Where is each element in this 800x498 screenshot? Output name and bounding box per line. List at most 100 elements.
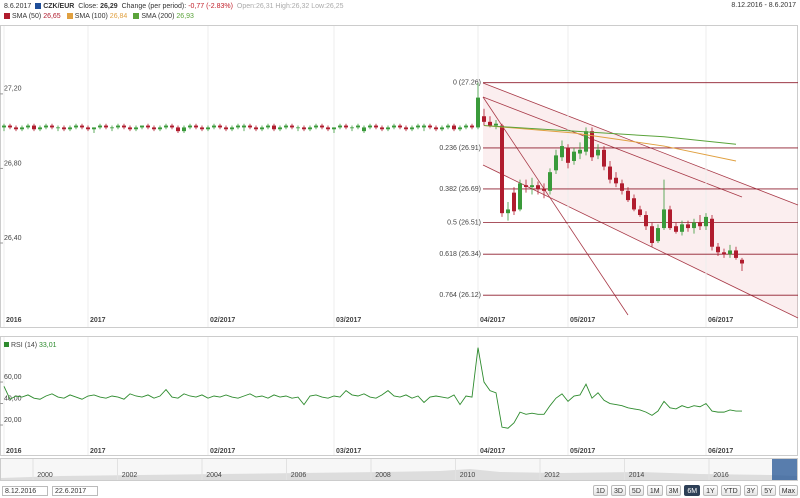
candle-body (188, 125, 192, 128)
navigator-window[interactable] (772, 459, 797, 480)
range-button[interactable]: YTD (720, 485, 741, 496)
navigator-area (1, 469, 797, 480)
range-button[interactable]: 6M (684, 485, 701, 496)
navigator-label: 2002 (122, 472, 138, 479)
candle-body (638, 209, 642, 216)
range-button[interactable]: 5Y (761, 485, 776, 496)
x-tick-label: 02/2017 (210, 317, 235, 324)
candle-body (518, 183, 522, 210)
candle-body (86, 127, 90, 130)
candle-body (410, 127, 414, 130)
candle-body (740, 259, 744, 264)
x-tick-label: 05/2017 (570, 317, 595, 324)
candle-body (620, 183, 624, 191)
candle-body (494, 123, 498, 126)
candle-body (542, 188, 546, 191)
candle-body (80, 125, 84, 128)
candle-body (122, 125, 126, 128)
range-button[interactable]: 3M (665, 485, 682, 496)
candle-body (572, 151, 576, 161)
candle-body (32, 125, 36, 130)
change-value: -0,77 (-2.83%) (188, 3, 233, 10)
candle-body (26, 125, 30, 128)
candle-body (566, 147, 570, 163)
range-button[interactable]: 1M (646, 485, 663, 496)
navigator-label: 2010 (460, 472, 476, 479)
legend-name: SMA (100) (74, 13, 108, 20)
x-tick-label: 02/2017 (210, 448, 235, 455)
fib-label: 0.764 (26.12) (439, 292, 481, 299)
legend-swatch (133, 13, 140, 19)
x-tick-label: 06/2017 (708, 317, 733, 324)
range-button[interactable]: 1Y (703, 485, 718, 496)
range-button[interactable]: 1D (593, 485, 608, 496)
x-tick-label: 2017 (90, 317, 106, 324)
rsi-legend: RSI (14) 33,01 (11, 342, 57, 349)
candle-body (614, 177, 618, 184)
channel-top (482, 82, 799, 206)
range-button[interactable]: 3Y (743, 485, 759, 496)
quote-date: 8.6.2017 (4, 3, 32, 10)
candle-body (50, 125, 54, 128)
candle-body (434, 127, 438, 130)
candle-body (38, 127, 42, 130)
candle-body (308, 127, 312, 130)
navigator-label: 2000 (37, 472, 53, 479)
candle-body (482, 116, 486, 122)
range-button[interactable]: 5D (628, 485, 644, 496)
candle-body (152, 127, 156, 130)
candle-body (656, 228, 660, 242)
candle-body (716, 246, 720, 253)
candle-body (500, 125, 504, 214)
candle-body (296, 127, 300, 129)
candle-body (668, 209, 672, 229)
y-tick-label: 26,40 (4, 235, 22, 242)
rsi-swatch (4, 342, 9, 347)
candle-body (728, 250, 732, 255)
candle-body (368, 125, 372, 128)
trend-lines (482, 82, 799, 319)
candle-body (254, 127, 258, 130)
navigator-label: 2012 (544, 472, 560, 479)
candle-body (218, 125, 222, 128)
price-panel-frame (0, 25, 798, 328)
fib-label: 0 (27.26) (453, 80, 481, 87)
channel-mid (482, 96, 743, 198)
candle-body (404, 127, 408, 130)
candle-body (476, 97, 480, 128)
candle-body (284, 125, 288, 128)
candle-body (158, 127, 162, 130)
candle-body (230, 127, 234, 130)
chart: 2016 2017 02/2017 03/2017 04/2017 05/2017 06/2… (0, 25, 799, 481)
range-button[interactable]: Max (778, 485, 798, 496)
candle-body (266, 125, 270, 128)
candle-body (644, 215, 648, 227)
symbol: CZK/EUR (43, 3, 75, 10)
candle-body (596, 149, 600, 156)
fib-label: 0.382 (26.69) (439, 186, 481, 193)
candle-body (74, 125, 78, 128)
x-tick-label: 03/2017 (336, 317, 361, 324)
candle-body (626, 190, 630, 201)
symbol-swatch (35, 3, 42, 9)
range-button[interactable]: 3D (610, 485, 626, 496)
candle-body (470, 125, 474, 128)
candle-body (98, 125, 102, 128)
from-date-input[interactable]: 8.12.2016 (2, 486, 48, 496)
candle-body (194, 125, 198, 128)
candle-body (458, 127, 462, 130)
candle-body (134, 127, 138, 130)
to-date-input[interactable]: 22.6.2017 (52, 486, 98, 496)
candle-body (446, 125, 450, 128)
candle-body (698, 222, 702, 227)
candle-body (212, 125, 216, 128)
candle-body (524, 185, 528, 188)
candle-body (662, 209, 666, 229)
fib-label: 0.5 (26.51) (447, 219, 481, 226)
candle-body (332, 127, 336, 130)
candle-body (68, 127, 72, 130)
x-tick-label: 03/2017 (336, 448, 361, 455)
y-tick-label: 20,00 (4, 417, 22, 424)
candle-body (362, 127, 366, 132)
